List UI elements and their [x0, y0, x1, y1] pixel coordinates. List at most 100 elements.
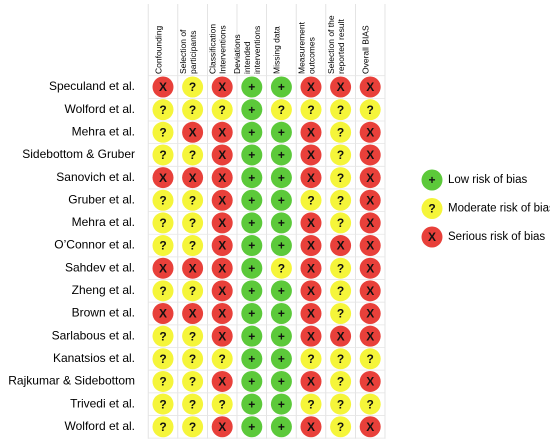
legend-circle — [421, 226, 443, 248]
judgement-circle — [330, 167, 352, 189]
judgement-symbol: X — [218, 125, 226, 139]
judgement-symbol: X — [337, 80, 345, 94]
judgement-circle — [359, 235, 381, 257]
judgement-circle — [270, 416, 292, 438]
judgement-symbol: ? — [367, 397, 374, 411]
judgement-symbol: X — [159, 80, 167, 94]
judgement-symbol: X — [218, 375, 226, 389]
judgement-circle — [330, 370, 352, 392]
judgement-symbol: + — [278, 284, 285, 298]
study-name: Brown et al. — [72, 306, 135, 320]
judgement-symbol: ? — [159, 216, 166, 230]
judgement-symbol: X — [218, 284, 226, 298]
column-header: interventions — [252, 26, 262, 74]
judgement-symbol: X — [307, 125, 315, 139]
judgement-circle — [300, 393, 322, 415]
judgement-symbol: ? — [337, 375, 344, 389]
judgement-symbol: + — [278, 307, 285, 321]
judgement-symbol: X — [218, 193, 226, 207]
judgement-circle — [359, 76, 381, 98]
judgement-symbol: ? — [367, 103, 374, 117]
judgement-symbol: ? — [337, 397, 344, 411]
judgement-circle — [300, 280, 322, 302]
study-name: Wolford et al. — [65, 419, 135, 433]
judgement-circle — [182, 325, 204, 347]
judgement-circle — [359, 144, 381, 166]
judgement-circle — [152, 416, 174, 438]
judgement-circle — [152, 303, 174, 324]
judgement-circle — [152, 280, 174, 302]
study-name: Sidebottom & Gruber — [22, 147, 135, 161]
judgement-symbol: ? — [159, 352, 166, 366]
judgement-symbol: + — [248, 80, 255, 94]
judgement-symbol: + — [278, 80, 285, 94]
legend-label: Serious risk of bias — [448, 231, 545, 243]
judgement-symbol: ? — [337, 125, 344, 139]
judgement-circle — [359, 280, 381, 302]
judgement-symbol: X — [189, 171, 197, 185]
judgement-circle — [300, 99, 322, 121]
study-name: Trivedi et al. — [70, 396, 135, 410]
judgement-circle — [241, 189, 263, 211]
judgement-symbol: X — [307, 261, 315, 275]
column-header: participants — [188, 31, 198, 74]
study-name: Mehra et al. — [72, 124, 135, 138]
judgement-circle — [241, 257, 263, 279]
judgement-symbol: X — [189, 307, 197, 321]
judgement-circle — [182, 167, 204, 189]
judgement-symbol: + — [248, 329, 255, 343]
judgement-symbol: X — [366, 125, 374, 139]
judgement-symbol: X — [366, 216, 374, 230]
judgement-symbol: ? — [337, 103, 344, 117]
judgement-symbol: + — [278, 352, 285, 366]
judgement-circle — [330, 280, 352, 302]
judgement-symbol: X — [307, 329, 315, 343]
judgement-circle — [152, 370, 174, 392]
judgement-circle — [211, 348, 233, 370]
judgement-symbol: X — [307, 80, 315, 94]
judgement-circle — [300, 370, 322, 392]
judgement-circle — [152, 99, 174, 121]
judgement-symbol: X — [366, 239, 374, 253]
judgement-circle — [211, 416, 233, 438]
judgement-circle — [182, 416, 204, 438]
judgement-circle — [330, 348, 352, 370]
judgement-symbol: X — [366, 329, 374, 343]
judgement-circle — [241, 76, 263, 98]
judgement-circle — [211, 121, 233, 143]
judgement-symbol: X — [218, 216, 226, 230]
judgement-circle — [152, 257, 174, 279]
judgement-circle — [182, 144, 204, 166]
judgement-circle — [330, 212, 352, 234]
judgement-symbol: ? — [337, 420, 344, 434]
judgement-circle — [359, 348, 381, 370]
judgement-symbol: X — [189, 261, 197, 275]
legend-label: Low risk of bias — [448, 174, 528, 186]
legend-symbol: X — [428, 230, 436, 244]
judgement-symbol: X — [366, 420, 374, 434]
study-name: Wolford et al. — [65, 102, 135, 116]
judgement-symbol: X — [159, 307, 167, 321]
legend-symbol: + — [428, 173, 435, 187]
judgement-circle — [270, 257, 292, 279]
column-header: Deviations — [232, 34, 242, 74]
judgement-symbol: X — [337, 329, 345, 343]
judgement-symbol: ? — [278, 261, 285, 275]
judgement-symbol: + — [278, 216, 285, 230]
judgement-symbol: X — [366, 375, 374, 389]
judgement-circle — [359, 212, 381, 234]
judgement-circle — [300, 257, 322, 279]
judgement-symbol: + — [248, 352, 255, 366]
column-header: Overall BIAS — [360, 25, 370, 74]
judgement-circle — [182, 257, 204, 279]
study-name: O’Connor et al. — [54, 238, 135, 252]
judgement-circle — [359, 121, 381, 143]
judgement-circle — [330, 76, 352, 98]
judgement-symbol: + — [248, 284, 255, 298]
judgement-symbol: X — [159, 171, 167, 185]
judgement-symbol: ? — [337, 171, 344, 185]
judgement-circle — [330, 325, 352, 347]
judgement-circle — [182, 212, 204, 234]
judgement-symbol: + — [248, 375, 255, 389]
